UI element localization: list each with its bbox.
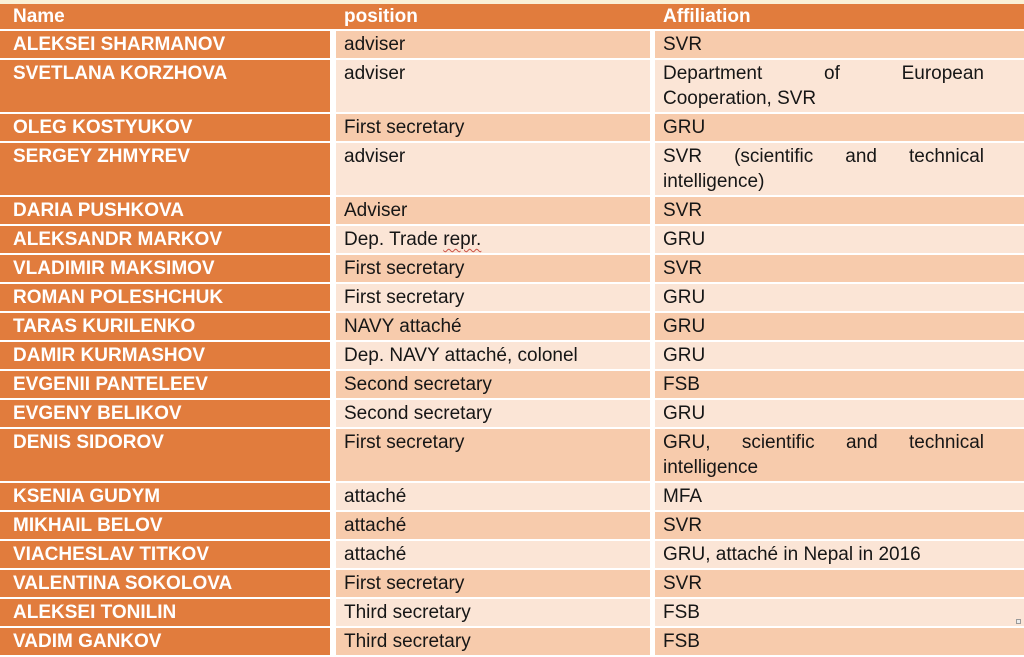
position-cell: First secretary bbox=[330, 284, 650, 313]
name-cell: MIKHAIL BELOV bbox=[0, 512, 330, 541]
table-row: VADIM GANKOV Third secretary FSB bbox=[0, 628, 1024, 657]
name-cell: SERGEY ZHMYREV bbox=[0, 143, 330, 197]
position-cell: First secretary bbox=[330, 570, 650, 599]
table-row: ALEKSANDR MARKOV Dep. Trade repr. GRU bbox=[0, 226, 1024, 255]
affiliation-cell: Department of European Cooperation, SVR bbox=[650, 60, 1024, 114]
position-cell: Second secretary bbox=[330, 371, 650, 400]
table-row: ROMAN POLESHCHUK First secretary GRU bbox=[0, 284, 1024, 313]
name-cell: ALEKSEI SHARMANOV bbox=[0, 31, 330, 60]
affiliation-cell: MFA bbox=[650, 483, 1024, 512]
table-row: DENIS SIDOROV First secretary GRU, scien… bbox=[0, 429, 1024, 483]
affiliation-cell: GRU bbox=[650, 342, 1024, 371]
name-cell: EVGENII PANTELEEV bbox=[0, 371, 330, 400]
table-row: OLEG KOSTYUKOV First secretary GRU bbox=[0, 114, 1024, 143]
affiliation-cell: GRU bbox=[650, 400, 1024, 429]
table-row: MIKHAIL BELOV attaché SVR bbox=[0, 512, 1024, 541]
position-cell: adviser bbox=[330, 31, 650, 60]
table-row: SVETLANA KORZHOVA adviser Department of … bbox=[0, 60, 1024, 114]
table-row: VIACHESLAV TITKOV attaché GRU, attaché i… bbox=[0, 541, 1024, 570]
officials-table: Name position Affiliation ALEKSEI SHARMA… bbox=[0, 4, 1024, 657]
affiliation-cell: FSB bbox=[650, 599, 1024, 628]
name-cell: VADIM GANKOV bbox=[0, 628, 330, 657]
name-cell: DAMIR KURMASHOV bbox=[0, 342, 330, 371]
table-row: DAMIR KURMASHOV Dep. NAVY attaché, colon… bbox=[0, 342, 1024, 371]
resize-handle-artifact bbox=[1016, 619, 1021, 624]
position-cell: First secretary bbox=[330, 255, 650, 284]
name-cell: ALEKSEI TONILIN bbox=[0, 599, 330, 628]
table-row: DARIA PUSHKOVA Adviser SVR bbox=[0, 197, 1024, 226]
position-cell: Dep. NAVY attaché, colonel bbox=[330, 342, 650, 371]
name-cell: SVETLANA KORZHOVA bbox=[0, 60, 330, 114]
affiliation-cell: GRU, attaché in Nepal in 2016 bbox=[650, 541, 1024, 570]
table-row: VALENTINA SOKOLOVA First secretary SVR bbox=[0, 570, 1024, 599]
slide-background-strip bbox=[0, 0, 1024, 4]
position-cell: Third secretary bbox=[330, 628, 650, 657]
position-cell: First secretary bbox=[330, 114, 650, 143]
name-cell: DENIS SIDOROV bbox=[0, 429, 330, 483]
position-cell: attaché bbox=[330, 512, 650, 541]
name-cell: VALENTINA SOKOLOVA bbox=[0, 570, 330, 599]
table-row: ALEKSEI TONILIN Third secretary FSB bbox=[0, 599, 1024, 628]
affiliation-cell: GRU bbox=[650, 284, 1024, 313]
name-cell: OLEG KOSTYUKOV bbox=[0, 114, 330, 143]
misspelled-word: repr. bbox=[443, 229, 482, 250]
position-cell: adviser bbox=[330, 60, 650, 114]
table-row: VLADIMIR MAKSIMOV First secretary SVR bbox=[0, 255, 1024, 284]
position-cell: adviser bbox=[330, 143, 650, 197]
affiliation-cell: FSB bbox=[650, 628, 1024, 657]
affiliation-cell: SVR bbox=[650, 512, 1024, 541]
table-row: ALEKSEI SHARMANOV adviser SVR bbox=[0, 31, 1024, 60]
position-cell: attaché bbox=[330, 483, 650, 512]
position-cell: Third secretary bbox=[330, 599, 650, 628]
name-cell: ALEKSANDR MARKOV bbox=[0, 226, 330, 255]
table-row: TARAS KURILENKO NAVY attaché GRU bbox=[0, 313, 1024, 342]
affiliation-cell: SVR bbox=[650, 31, 1024, 60]
position-cell: Second secretary bbox=[330, 400, 650, 429]
table-row: KSENIA GUDYM attaché MFA bbox=[0, 483, 1024, 512]
name-cell: EVGENY BELIKOV bbox=[0, 400, 330, 429]
column-header-position: position bbox=[330, 4, 650, 31]
table-row: EVGENII PANTELEEV Second secretary FSB bbox=[0, 371, 1024, 400]
position-cell: First secretary bbox=[330, 429, 650, 483]
position-cell: NAVY attaché bbox=[330, 313, 650, 342]
name-cell: KSENIA GUDYM bbox=[0, 483, 330, 512]
name-cell: VIACHESLAV TITKOV bbox=[0, 541, 330, 570]
position-cell: Dep. Trade repr. bbox=[330, 226, 650, 255]
name-cell: VLADIMIR MAKSIMOV bbox=[0, 255, 330, 284]
position-cell: Adviser bbox=[330, 197, 650, 226]
affiliation-cell: SVR bbox=[650, 570, 1024, 599]
affiliation-cell: GRU, scientific and technical intelligen… bbox=[650, 429, 1024, 483]
name-cell: TARAS KURILENKO bbox=[0, 313, 330, 342]
affiliation-cell: GRU bbox=[650, 226, 1024, 255]
affiliation-cell: GRU bbox=[650, 313, 1024, 342]
column-header-name: Name bbox=[0, 4, 330, 31]
position-cell: attaché bbox=[330, 541, 650, 570]
affiliation-cell: SVR (scientific and technical intelligen… bbox=[650, 143, 1024, 197]
name-cell: DARIA PUSHKOVA bbox=[0, 197, 330, 226]
affiliation-cell: SVR bbox=[650, 197, 1024, 226]
position-text: Dep. Trade bbox=[344, 229, 444, 250]
affiliation-cell: SVR bbox=[650, 255, 1024, 284]
table-row: SERGEY ZHMYREV adviser SVR (scientific a… bbox=[0, 143, 1024, 197]
name-cell: ROMAN POLESHCHUK bbox=[0, 284, 330, 313]
column-header-affiliation: Affiliation bbox=[650, 4, 1024, 31]
affiliation-cell: GRU bbox=[650, 114, 1024, 143]
table-header-row: Name position Affiliation bbox=[0, 4, 1024, 31]
affiliation-cell: FSB bbox=[650, 371, 1024, 400]
table-row: EVGENY BELIKOV Second secretary GRU bbox=[0, 400, 1024, 429]
